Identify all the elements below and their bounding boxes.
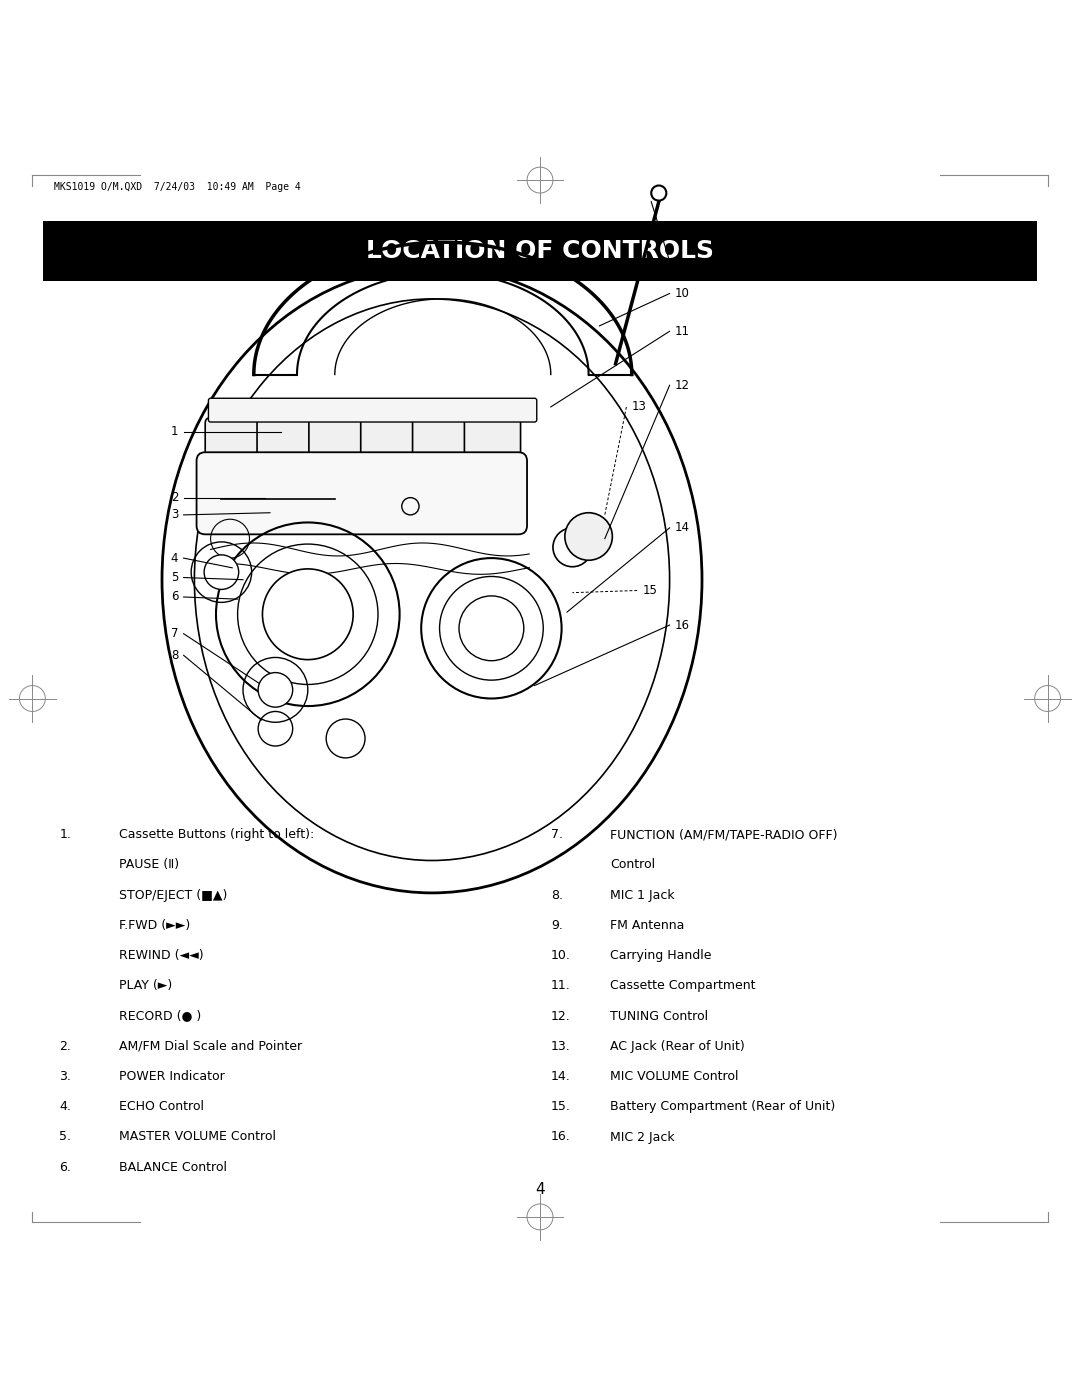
Text: 5.: 5. (59, 1130, 71, 1144)
Text: 10: 10 (675, 286, 690, 300)
Text: 4: 4 (536, 1182, 544, 1197)
Text: ECHO Control: ECHO Control (119, 1101, 204, 1113)
Text: 7: 7 (171, 627, 178, 640)
Text: 13: 13 (632, 401, 647, 414)
Text: 2: 2 (171, 492, 178, 504)
Text: 13.: 13. (551, 1039, 570, 1053)
Text: Cassette Compartment: Cassette Compartment (610, 979, 756, 992)
FancyBboxPatch shape (197, 453, 527, 534)
FancyBboxPatch shape (43, 221, 1037, 281)
Circle shape (262, 569, 353, 659)
Text: 1: 1 (171, 425, 178, 439)
Text: FUNCTION (AM/FM/TAPE-RADIO OFF): FUNCTION (AM/FM/TAPE-RADIO OFF) (610, 828, 838, 841)
Text: BALANCE Control: BALANCE Control (119, 1161, 227, 1173)
Text: 9: 9 (675, 254, 683, 268)
Text: REWIND (◄◄): REWIND (◄◄) (119, 949, 203, 963)
Text: 3.: 3. (59, 1070, 71, 1083)
Text: Control: Control (610, 858, 656, 872)
Text: 3: 3 (171, 509, 178, 521)
Text: Cassette Buttons (right to left):: Cassette Buttons (right to left): (119, 828, 314, 841)
Circle shape (204, 555, 239, 590)
Text: 1.: 1. (59, 828, 71, 841)
Text: 16.: 16. (551, 1130, 570, 1144)
Text: Battery Compartment (Rear of Unit): Battery Compartment (Rear of Unit) (610, 1101, 836, 1113)
Text: Carrying Handle: Carrying Handle (610, 949, 712, 963)
Text: 7.: 7. (551, 828, 563, 841)
Text: 10.: 10. (551, 949, 570, 963)
FancyBboxPatch shape (361, 418, 417, 461)
Text: MIC 2 Jack: MIC 2 Jack (610, 1130, 675, 1144)
Text: POWER Indicator: POWER Indicator (119, 1070, 225, 1083)
Text: FM Antenna: FM Antenna (610, 919, 685, 932)
Text: 14.: 14. (551, 1070, 570, 1083)
FancyBboxPatch shape (413, 418, 469, 461)
FancyBboxPatch shape (464, 418, 521, 461)
Text: MASTER VOLUME Control: MASTER VOLUME Control (119, 1130, 275, 1144)
FancyBboxPatch shape (257, 418, 313, 461)
FancyBboxPatch shape (208, 398, 537, 422)
Text: LOCATION OF CONTROLS: LOCATION OF CONTROLS (366, 239, 714, 264)
Text: PAUSE (Ⅱ): PAUSE (Ⅱ) (119, 858, 179, 872)
Text: RECORD (● ): RECORD (● ) (119, 1010, 201, 1023)
Text: 6: 6 (171, 591, 178, 604)
Text: 2.: 2. (59, 1039, 71, 1053)
Text: 6.: 6. (59, 1161, 71, 1173)
Text: STOP/EJECT (■▲): STOP/EJECT (■▲) (119, 888, 227, 901)
Text: 16: 16 (675, 619, 690, 631)
Text: 12.: 12. (551, 1010, 570, 1023)
Text: 12: 12 (675, 379, 690, 391)
Text: MIC 1 Jack: MIC 1 Jack (610, 888, 675, 901)
FancyBboxPatch shape (205, 418, 261, 461)
Text: 9.: 9. (551, 919, 563, 932)
FancyBboxPatch shape (309, 418, 365, 461)
Text: 15: 15 (643, 584, 658, 597)
Text: AM/FM Dial Scale and Pointer: AM/FM Dial Scale and Pointer (119, 1039, 302, 1053)
Text: 4.: 4. (59, 1101, 71, 1113)
Text: 14: 14 (675, 521, 690, 535)
Text: 15.: 15. (551, 1101, 570, 1113)
Text: PLAY (►): PLAY (►) (119, 979, 172, 992)
Text: 11: 11 (675, 324, 690, 338)
Text: 8.: 8. (551, 888, 563, 901)
Text: MIC VOLUME Control: MIC VOLUME Control (610, 1070, 739, 1083)
Circle shape (459, 597, 524, 661)
Circle shape (565, 513, 612, 560)
Text: TUNING Control: TUNING Control (610, 1010, 708, 1023)
Text: F.FWD (►►): F.FWD (►►) (119, 919, 190, 932)
Text: 11.: 11. (551, 979, 570, 992)
Text: MKS1019 O/M.QXD  7/24/03  10:49 AM  Page 4: MKS1019 O/M.QXD 7/24/03 10:49 AM Page 4 (54, 182, 300, 191)
Text: AC Jack (Rear of Unit): AC Jack (Rear of Unit) (610, 1039, 745, 1053)
Text: 4: 4 (171, 552, 178, 564)
Circle shape (258, 672, 293, 707)
Text: 5: 5 (171, 571, 178, 584)
Text: 8: 8 (171, 648, 178, 662)
